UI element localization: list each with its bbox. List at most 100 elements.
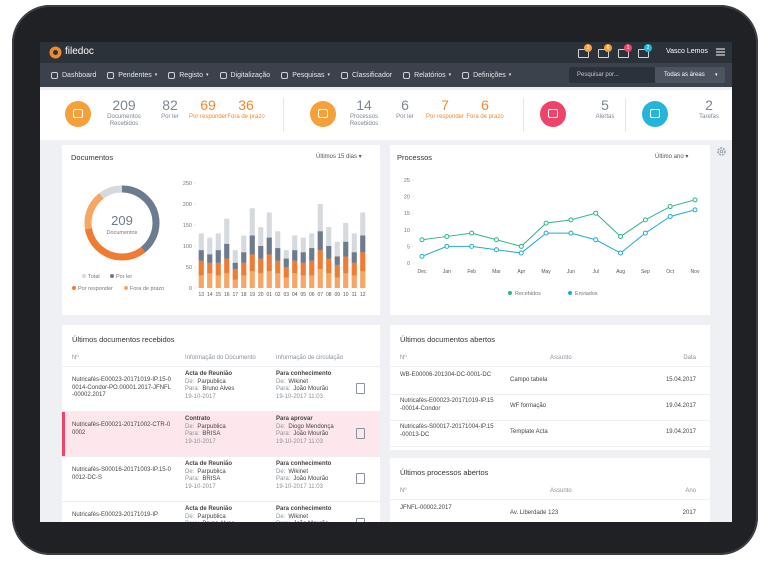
settings-icon[interactable] xyxy=(716,146,727,157)
info-line: Para:Bruno Alves xyxy=(185,521,273,522)
info-value: Wikinet xyxy=(288,513,309,520)
column-header: Nº xyxy=(400,488,407,494)
info-key: Para: xyxy=(276,386,291,392)
info-key: De: xyxy=(185,468,195,475)
x-tick-label: 13 xyxy=(198,292,204,298)
legend-swatch xyxy=(82,274,86,278)
document-link[interactable]: Nutricafés-E00023-20171019-IP.15-00014-C… xyxy=(72,377,172,398)
x-tick-label: Sep xyxy=(641,269,650,275)
action-icon[interactable] xyxy=(356,428,365,439)
date: 15.04.2017 xyxy=(665,377,696,383)
legend-swatch xyxy=(568,291,572,295)
y-tick-label: 200 xyxy=(183,202,192,208)
stat-label: Processos Recebidos xyxy=(349,114,379,127)
search-placeholder: Pesquisar por... xyxy=(577,72,619,78)
column-header: Data xyxy=(683,355,696,361)
bar-segment xyxy=(241,252,247,263)
link[interactable]: Nutricafés-E00023-20171019-IP.15-00014-C… xyxy=(400,398,494,412)
nav-item[interactable]: Relatórios ▾ xyxy=(403,71,451,79)
x-tick-label: 17 xyxy=(232,292,238,298)
nav-item[interactable]: Dashboard xyxy=(51,71,96,79)
info-value: Parpublica xyxy=(197,468,226,475)
y-tick-label: 25 xyxy=(404,178,410,184)
menu-icon[interactable] xyxy=(716,48,725,56)
panel-title: Últimos processos abertos xyxy=(400,468,489,477)
divider xyxy=(390,366,710,367)
bar-segment xyxy=(292,273,298,288)
stat-icon xyxy=(310,101,336,127)
info-value: João Mourão xyxy=(293,431,329,437)
document-link[interactable]: Nutricafés-S00016-20171003-IP.15-00012-D… xyxy=(72,467,171,481)
nav-item[interactable]: Digitalização xyxy=(219,71,270,79)
point xyxy=(444,243,450,249)
period-select[interactable]: Últimos 15 dias ▾ xyxy=(316,154,362,160)
action-icon[interactable] xyxy=(356,383,365,394)
bar-segment xyxy=(275,248,281,261)
x-tick-label: 06 xyxy=(309,292,315,298)
caret: ▾ xyxy=(508,72,512,78)
info-line: Para: BRISA xyxy=(185,431,273,439)
bar-segment xyxy=(224,273,230,288)
notification-icon[interactable]: 2 xyxy=(638,44,652,58)
stat-label: Por ler xyxy=(396,114,414,120)
nav-item[interactable]: Pendentes ▾ xyxy=(107,71,157,79)
notification-icon[interactable]: 6 xyxy=(598,44,612,58)
notification-icon[interactable]: 3 xyxy=(578,44,592,58)
nav-item[interactable]: Definições ▾ xyxy=(462,71,512,79)
caret: ▾ xyxy=(327,72,330,78)
divider xyxy=(62,366,380,367)
badge: 2 xyxy=(644,44,652,52)
point xyxy=(618,233,624,239)
document-link[interactable]: Nutricafés-E00021-20171002-CTR-00002 xyxy=(72,422,171,436)
document-link[interactable]: Nutricafés-E00023-20171019-IP xyxy=(72,512,159,518)
donut-segment xyxy=(84,185,160,261)
stat-label: Alertas xyxy=(595,114,615,120)
x-tick-label: 08 xyxy=(326,292,332,298)
link[interactable]: WB-E00006-201304-DC-0001-DC xyxy=(400,372,492,378)
notification-icon[interactable]: 1 xyxy=(618,44,632,58)
stat-label: Por responder xyxy=(425,114,465,120)
info-value: Bruno Alves xyxy=(202,386,235,392)
info-key: Para: xyxy=(185,431,200,437)
legend-swatch xyxy=(124,286,128,290)
badge: 3 xyxy=(584,44,592,52)
opened-docs-panel: Últimos documentos abertos Nº Assunto Data… xyxy=(390,325,710,450)
documents-panel: Documentos Últimos 15 dias ▾ 0 50 100 150 20… xyxy=(62,145,380,315)
nav-item[interactable]: Pesquisas ▾ xyxy=(281,71,330,79)
bar-segment xyxy=(292,250,298,261)
y-tick-label: 150 xyxy=(183,223,192,229)
stat-value: 36 xyxy=(238,97,254,113)
legend-label: Por ler xyxy=(116,274,132,280)
action-icon[interactable] xyxy=(356,518,365,522)
scope-select[interactable]: Todas as áreas ▾ xyxy=(655,67,725,83)
nav-item[interactable]: Classificador xyxy=(341,71,392,79)
bar-segment xyxy=(343,256,349,274)
x-tick-label: Apr xyxy=(517,269,525,275)
point xyxy=(568,230,574,236)
line xyxy=(421,209,696,257)
notification-icons: 3 6 1 2 xyxy=(578,44,658,60)
x-tick-label: 09 xyxy=(334,292,340,298)
info-value: João Mourão xyxy=(293,476,329,482)
bar-segment xyxy=(215,262,221,276)
nav-item[interactable]: Registo ▾ xyxy=(168,71,209,79)
info-key: Para: xyxy=(276,476,291,482)
action-icon[interactable] xyxy=(356,473,365,484)
panel-title: Últimos documentos abertos xyxy=(400,335,496,344)
badge: 1 xyxy=(624,44,632,52)
info-value: Bruno Alves xyxy=(202,521,234,522)
period-label: Últimos 15 dias xyxy=(316,154,358,160)
user-name[interactable]: Vasco Lemos xyxy=(666,48,708,55)
search-box[interactable]: Pesquisar por... xyxy=(569,67,655,83)
nav-icon xyxy=(462,71,470,79)
donut-label: Documentos xyxy=(107,230,138,236)
bar-segment xyxy=(317,231,323,251)
x-tick-label: Nov xyxy=(691,269,700,275)
link[interactable]: Nutricafés-S00017-20171004-IP.15-00013-D… xyxy=(400,424,494,438)
link[interactable]: JFNFL-00002.2017 xyxy=(400,505,452,511)
period-select[interactable]: Último ano ▾ xyxy=(655,154,689,160)
point xyxy=(469,243,475,249)
info-value: Parpublica xyxy=(197,423,226,430)
